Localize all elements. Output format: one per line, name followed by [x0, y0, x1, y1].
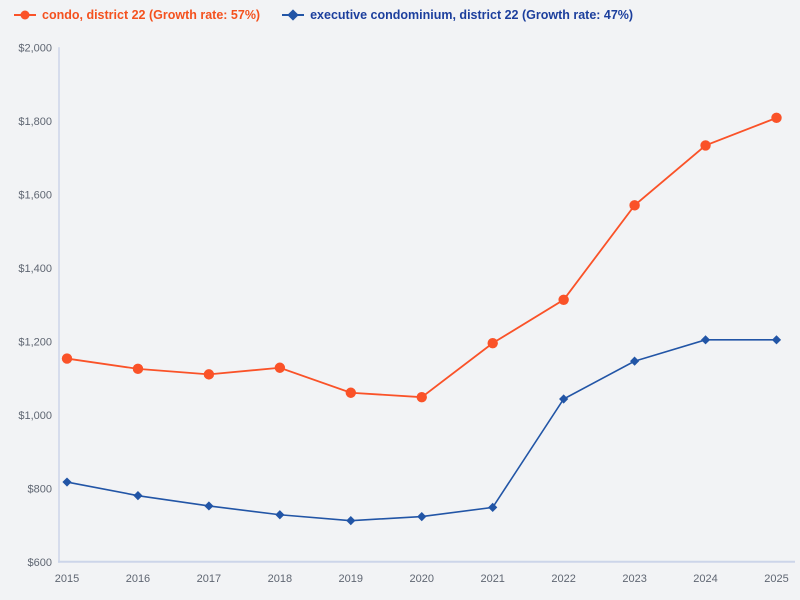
data-point-condo-2022 — [558, 294, 569, 305]
data-point-condo-2017 — [203, 369, 215, 380]
y-tick-label: $1,600 — [18, 189, 52, 201]
y-tick-label: $1,000 — [18, 410, 52, 422]
legend-label-executive-condominium: executive condominium, district 22 (Grow… — [310, 8, 634, 22]
series-line-condo — [66, 117, 777, 399]
x-tick-label: 2017 — [197, 573, 221, 585]
data-point-condo-2019 — [345, 387, 356, 398]
data-point-executive-condominium-2015 — [62, 477, 72, 487]
data-point-executive-condominium-2018 — [275, 510, 285, 520]
x-tick-label: 2015 — [55, 573, 79, 585]
data-point-condo-2021 — [487, 337, 498, 349]
x-tick-label: 2025 — [764, 573, 788, 585]
x-tick-label: 2016 — [126, 573, 150, 585]
data-point-executive-condominium-2017 — [204, 501, 214, 511]
x-tick-label: 2021 — [480, 573, 504, 585]
legend-item-executive-condominium[interactable]: executive condominium, district 22 (Grow… — [282, 8, 633, 22]
y-tick-label: $1,400 — [18, 263, 52, 275]
data-point-executive-condominium-2020 — [417, 511, 427, 522]
y-tick-label: $2,000 — [18, 42, 52, 54]
data-point-condo-2015 — [61, 353, 73, 364]
data-point-condo-2025 — [771, 112, 782, 124]
y-tick-label: $600 — [28, 557, 52, 569]
y-tick-label: $800 — [28, 483, 52, 495]
data-point-condo-2023 — [629, 200, 640, 211]
x-tick-label: 2024 — [693, 573, 717, 585]
series-line-executive-condominium — [66, 339, 777, 522]
data-point-condo-2024 — [700, 140, 711, 151]
x-tick-label: 2018 — [268, 573, 292, 585]
condo-line-circle-icon — [14, 10, 36, 20]
data-point-executive-condominium-2023 — [630, 356, 640, 366]
data-point-executive-condominium-2025 — [771, 335, 782, 345]
x-tick-label: 2023 — [622, 573, 646, 585]
x-tick-label: 2020 — [410, 573, 434, 585]
chart-legend: condo, district 22 (Growth rate: 57%) ex… — [14, 8, 633, 22]
x-tick-label: 2022 — [551, 573, 575, 585]
data-point-executive-condominium-2021 — [488, 502, 498, 513]
data-point-executive-condominium-2024 — [700, 335, 711, 345]
data-point-executive-condominium-2022 — [559, 394, 569, 404]
ec-line-diamond-icon — [282, 9, 305, 21]
x-tick-label: 2019 — [339, 573, 363, 585]
data-point-executive-condominium-2016 — [133, 491, 143, 501]
circle-marker-icon — [20, 10, 30, 20]
legend-item-condo[interactable]: condo, district 22 (Growth rate: 57%) — [14, 8, 260, 22]
data-point-condo-2018 — [274, 362, 286, 373]
data-point-condo-2020 — [416, 391, 427, 403]
data-point-condo-2016 — [132, 363, 144, 375]
y-tick-label: $1,200 — [18, 336, 52, 348]
data-point-executive-condominium-2019 — [346, 516, 356, 526]
y-tick-label: $1,800 — [18, 116, 52, 128]
legend-label-condo: condo, district 22 (Growth rate: 57%) — [42, 8, 261, 22]
diamond-marker-icon — [287, 9, 299, 21]
